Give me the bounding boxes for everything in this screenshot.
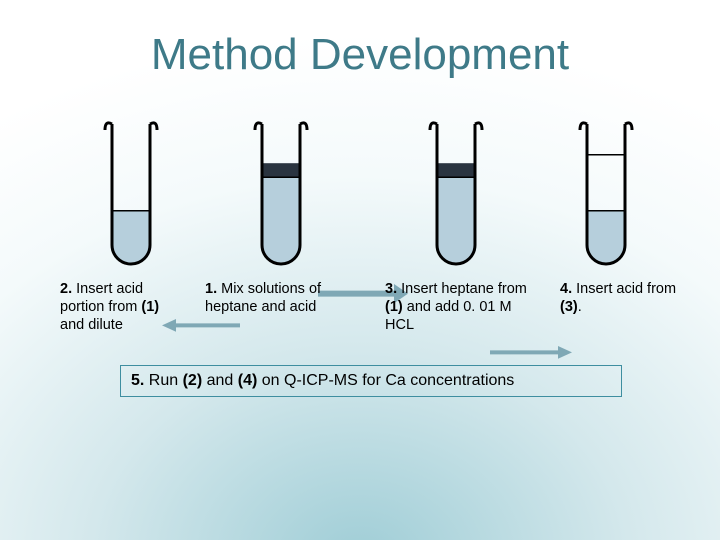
caption-4: 4. Insert acid from (3). (560, 280, 680, 316)
caption-3: 3. Insert heptane from (1) and add 0. 01… (385, 280, 535, 334)
test-tube-2 (255, 110, 307, 275)
page-title: Method Development (0, 30, 720, 80)
test-tube-1 (105, 110, 157, 275)
step-5-box: 5. Run (2) and (4) on Q-ICP-MS for Ca co… (120, 365, 622, 397)
caption-2: 1. Mix solutions of heptane and acid (205, 280, 350, 316)
test-tube-4 (580, 110, 632, 275)
tube-row (0, 110, 720, 280)
caption-1: 2. Insert acid portion from (1) and dilu… (60, 280, 180, 334)
arrow-3 (490, 342, 572, 368)
test-tube-3 (430, 110, 482, 275)
